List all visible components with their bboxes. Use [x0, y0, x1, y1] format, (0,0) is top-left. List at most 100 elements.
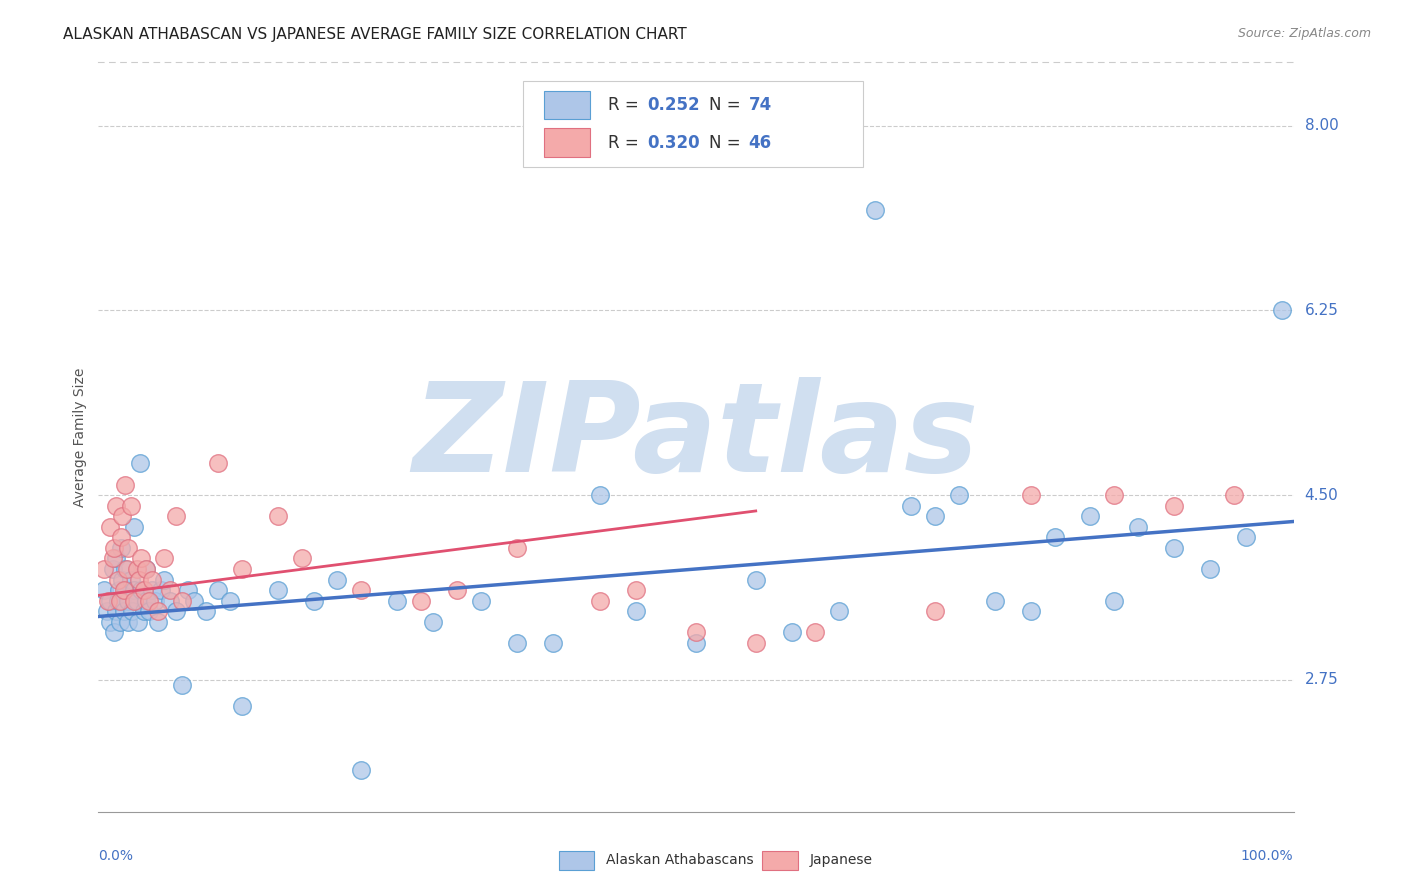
Point	[1104, 593, 1126, 607]
Point	[1019, 488, 1042, 502]
Text: N =: N =	[709, 96, 747, 114]
Point	[1271, 303, 1294, 318]
Text: 4.50: 4.50	[1305, 488, 1339, 502]
Point	[110, 541, 132, 555]
Point	[1128, 520, 1150, 534]
Point	[1163, 499, 1185, 513]
Point	[135, 593, 157, 607]
Point	[291, 551, 314, 566]
Point	[132, 604, 155, 618]
Point	[1043, 530, 1066, 544]
Point	[231, 562, 253, 576]
Point	[128, 573, 150, 587]
Point	[103, 541, 125, 555]
Text: 46: 46	[748, 134, 772, 152]
Point	[828, 604, 851, 618]
Point	[149, 583, 172, 598]
Text: 2.75: 2.75	[1305, 673, 1339, 688]
Point	[121, 604, 143, 618]
Point	[117, 615, 139, 629]
Point	[302, 593, 325, 607]
Point	[1223, 488, 1246, 502]
Point	[267, 583, 290, 598]
Text: R =: R =	[607, 96, 644, 114]
Point	[148, 604, 170, 618]
Point	[105, 499, 128, 513]
Point	[105, 551, 128, 566]
Point	[626, 604, 648, 618]
Point	[108, 615, 131, 629]
Point	[120, 499, 142, 513]
Point	[125, 562, 148, 576]
Text: 100.0%: 100.0%	[1241, 849, 1294, 863]
Text: 8.00: 8.00	[1305, 119, 1339, 133]
Point	[589, 488, 612, 502]
Point	[411, 593, 433, 607]
Text: Source: ZipAtlas.com: Source: ZipAtlas.com	[1237, 27, 1371, 40]
Text: 0.320: 0.320	[647, 134, 700, 152]
Point	[1163, 541, 1185, 555]
Text: R =: R =	[607, 134, 644, 152]
Point	[111, 509, 134, 524]
Bar	[544, 91, 589, 120]
Point	[148, 615, 170, 629]
Point	[326, 573, 349, 587]
Point	[115, 583, 138, 598]
Point	[506, 636, 529, 650]
Point	[470, 593, 492, 607]
Point	[96, 604, 118, 618]
Point	[183, 593, 205, 607]
Point	[804, 625, 827, 640]
Point	[101, 562, 124, 576]
FancyBboxPatch shape	[523, 81, 863, 168]
Point	[924, 604, 946, 618]
Point	[159, 593, 181, 607]
Point	[111, 593, 134, 607]
Point	[506, 541, 529, 555]
Point	[98, 593, 122, 607]
Point	[131, 583, 153, 598]
Point	[589, 593, 612, 607]
Point	[112, 604, 135, 618]
Point	[105, 604, 128, 618]
Point	[114, 562, 136, 576]
Point	[177, 583, 200, 598]
Point	[1199, 562, 1222, 576]
Point	[132, 583, 155, 598]
Point	[129, 457, 152, 471]
Point	[107, 573, 129, 587]
Point	[685, 625, 707, 640]
Point	[541, 636, 564, 650]
Text: 0.252: 0.252	[647, 96, 700, 114]
Point	[111, 573, 134, 587]
Point	[948, 488, 970, 502]
Point	[141, 583, 163, 598]
Point	[780, 625, 803, 640]
Point	[114, 477, 136, 491]
Point	[350, 763, 373, 777]
Point	[97, 593, 120, 607]
Point	[267, 509, 290, 524]
Point	[124, 583, 146, 598]
Point	[115, 562, 138, 576]
Text: N =: N =	[709, 134, 747, 152]
Point	[107, 583, 129, 598]
Point	[110, 530, 132, 544]
Point	[153, 551, 176, 566]
Point	[1104, 488, 1126, 502]
Point	[422, 615, 444, 629]
Point	[138, 604, 160, 618]
Point	[153, 573, 176, 587]
Point	[745, 636, 768, 650]
Text: 0.0%: 0.0%	[98, 849, 134, 863]
Point	[120, 573, 142, 587]
Text: 6.25: 6.25	[1305, 303, 1339, 318]
Text: Alaskan Athabascans: Alaskan Athabascans	[606, 854, 754, 867]
Point	[165, 604, 187, 618]
Text: ALASKAN ATHABASCAN VS JAPANESE AVERAGE FAMILY SIZE CORRELATION CHART: ALASKAN ATHABASCAN VS JAPANESE AVERAGE F…	[63, 27, 688, 42]
Point	[219, 593, 242, 607]
Point	[135, 562, 157, 576]
Point	[107, 593, 129, 607]
Point	[93, 583, 115, 598]
Point	[207, 583, 229, 598]
